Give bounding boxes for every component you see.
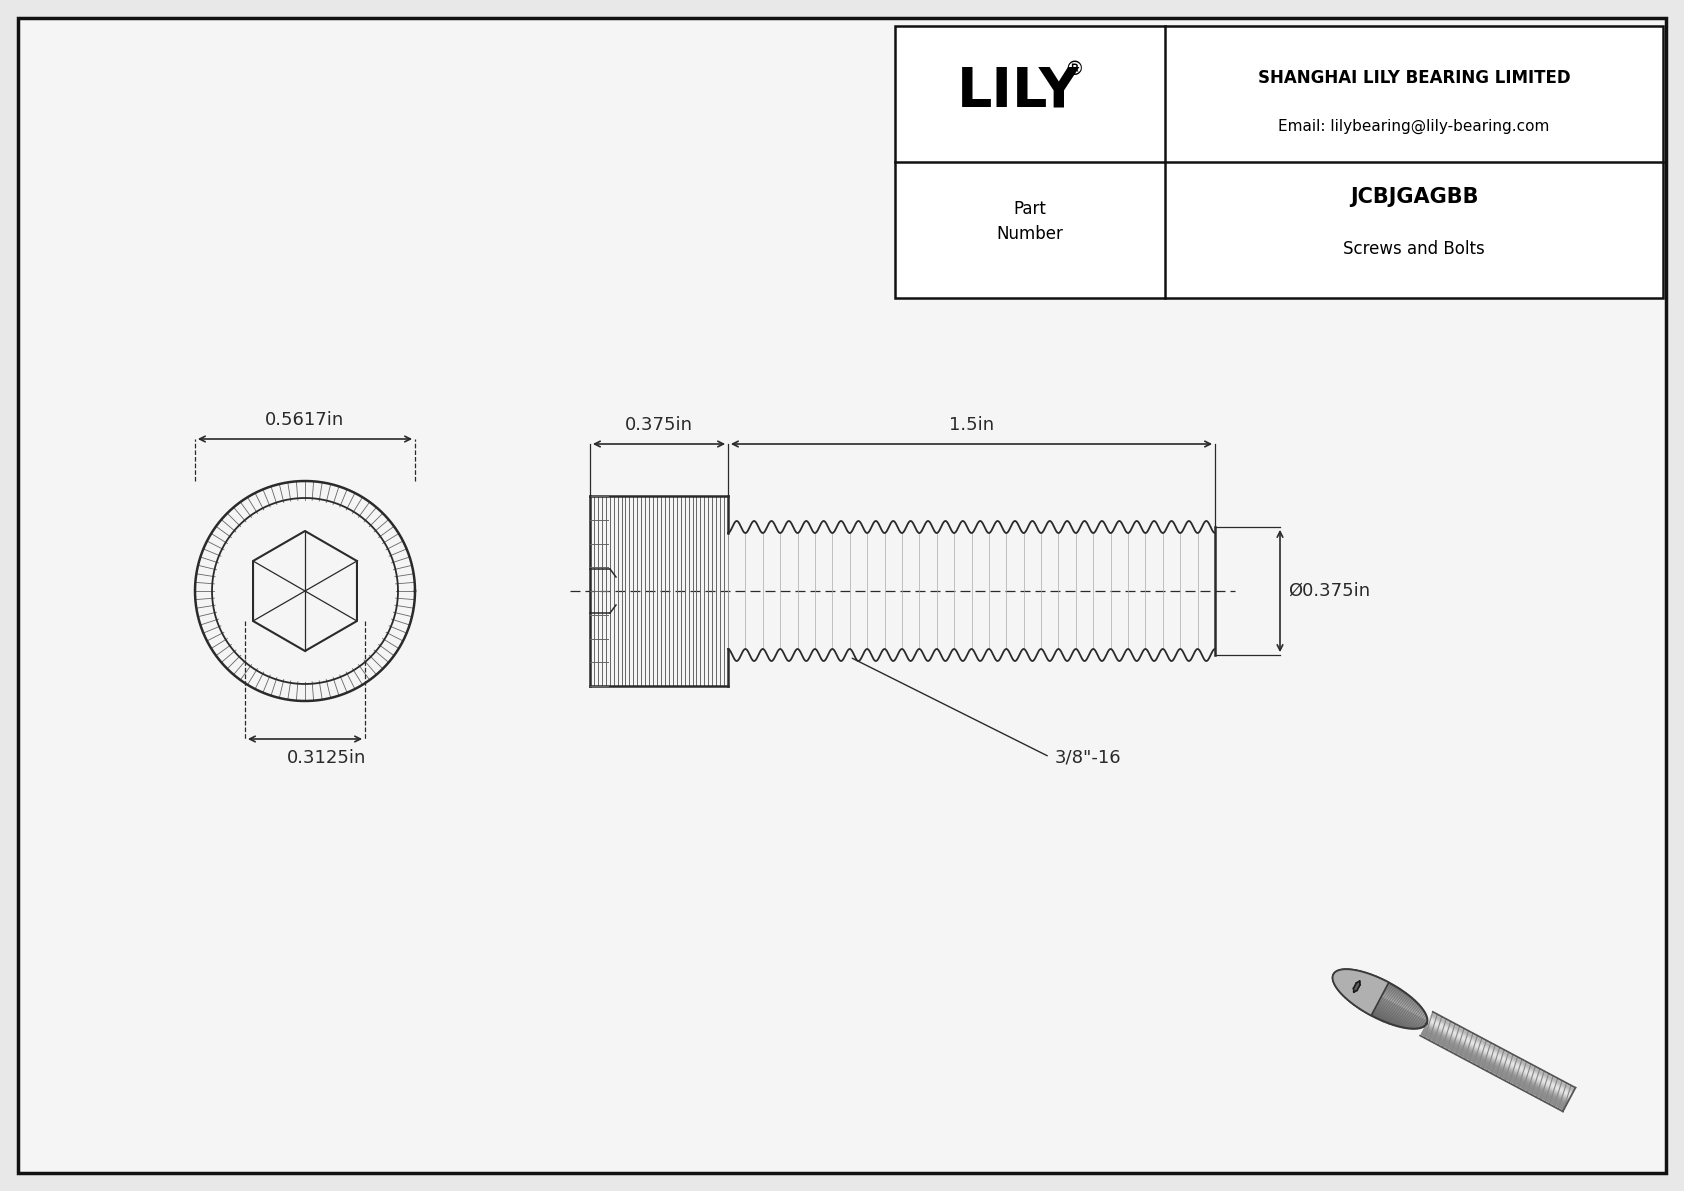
- Text: ®: ®: [1064, 60, 1084, 79]
- Text: 0.3125in: 0.3125in: [288, 749, 367, 767]
- Polygon shape: [1332, 969, 1389, 1016]
- Text: Email: lilybearing@lily-bearing.com: Email: lilybearing@lily-bearing.com: [1278, 119, 1549, 135]
- Text: 3/8"-16: 3/8"-16: [1054, 748, 1122, 766]
- Bar: [894, 26, 1664, 298]
- Text: 0.5617in: 0.5617in: [266, 411, 345, 429]
- Text: 1.5in: 1.5in: [950, 416, 994, 434]
- Text: Ø0.375in: Ø0.375in: [1288, 582, 1371, 600]
- Text: Screws and Bolts: Screws and Bolts: [1344, 241, 1485, 258]
- Text: SHANGHAI LILY BEARING LIMITED: SHANGHAI LILY BEARING LIMITED: [1258, 69, 1569, 87]
- Text: LILY: LILY: [957, 64, 1079, 118]
- Text: JCBJGAGBB: JCBJGAGBB: [1351, 187, 1479, 207]
- Text: Part
Number: Part Number: [997, 200, 1063, 243]
- Polygon shape: [1354, 981, 1361, 992]
- Text: 0.375in: 0.375in: [625, 416, 694, 434]
